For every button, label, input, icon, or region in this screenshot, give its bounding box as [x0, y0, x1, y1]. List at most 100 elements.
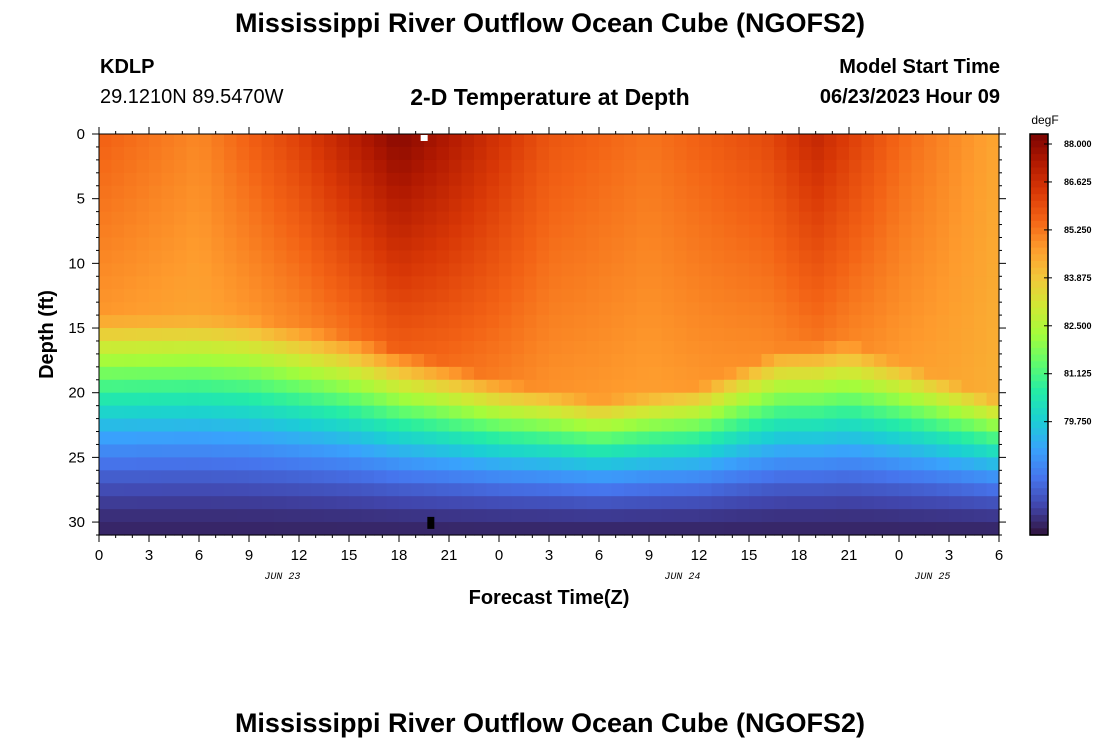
- heatmap-cell: [186, 418, 200, 433]
- heatmap-cell: [574, 470, 588, 484]
- heatmap-cell: [561, 146, 575, 161]
- heatmap-cell: [111, 211, 125, 226]
- heatmap-cell: [374, 431, 388, 446]
- colorbar-segment: [1030, 254, 1048, 262]
- heatmap-cell: [849, 224, 863, 239]
- heatmap-cell: [861, 159, 875, 174]
- heatmap-cell: [174, 418, 188, 433]
- heatmap-cell: [474, 457, 488, 471]
- heatmap-cell: [611, 366, 625, 381]
- heatmap-cell: [549, 392, 563, 407]
- heatmap-cell: [611, 509, 625, 523]
- heatmap-cell: [399, 198, 413, 213]
- heatmap-cell: [811, 134, 825, 148]
- heatmap-cell: [149, 224, 163, 239]
- heatmap-cell: [836, 263, 850, 277]
- colorbar-segment: [1030, 367, 1048, 376]
- heatmap-cell: [536, 172, 550, 187]
- heatmap-cell: [436, 159, 450, 174]
- heatmap-cell: [361, 237, 375, 252]
- heatmap-cell: [536, 276, 550, 290]
- heatmap-cell: [249, 263, 263, 277]
- colorbar-segment: [1030, 341, 1048, 349]
- heatmap-cell: [474, 496, 488, 510]
- heatmap-cell: [974, 315, 988, 329]
- heatmap-cell: [549, 496, 563, 510]
- heatmap-cell: [861, 340, 875, 355]
- heatmap-cell: [449, 405, 463, 420]
- heatmap-cell: [686, 302, 700, 316]
- heatmap-cell: [824, 418, 838, 433]
- heatmap-cell: [424, 379, 438, 394]
- heatmap-cell: [724, 379, 738, 394]
- heatmap-cell: [336, 276, 350, 290]
- heatmap-cell: [524, 159, 538, 174]
- x-tick-label: 6: [595, 547, 603, 564]
- heatmap-cell: [161, 392, 175, 407]
- heatmap-cell: [286, 315, 300, 329]
- heatmap-cell: [161, 340, 175, 355]
- heatmap-cell: [449, 263, 463, 277]
- heatmap-cell: [261, 509, 275, 523]
- heatmap-cell: [811, 224, 825, 239]
- heatmap-cell: [911, 444, 925, 458]
- heatmap-cell: [461, 328, 475, 342]
- heatmap-cell: [824, 328, 838, 342]
- heatmap-cell: [361, 185, 375, 200]
- heatmap-cell: [236, 263, 250, 277]
- heatmap-cell: [686, 431, 700, 446]
- heatmap-cell: [649, 263, 663, 277]
- heatmap-cell: [674, 328, 688, 342]
- heatmap-cell: [949, 263, 963, 277]
- heatmap-cell: [974, 146, 988, 161]
- heatmap-cell: [249, 522, 263, 536]
- heatmap-cell: [399, 328, 413, 342]
- heatmap-cell: [899, 328, 913, 342]
- colorbar-segment: [1030, 174, 1048, 182]
- heatmap-cell: [799, 509, 813, 523]
- heatmap-cell: [986, 444, 1000, 458]
- heatmap-cell: [136, 159, 150, 174]
- heatmap-cell: [149, 470, 163, 484]
- heatmap-cell: [774, 315, 788, 329]
- x-tick-label: 0: [895, 547, 903, 564]
- heatmap-cell: [561, 211, 575, 226]
- heatmap-cell: [774, 392, 788, 407]
- heatmap-cell: [849, 366, 863, 381]
- heatmap-cell: [361, 470, 375, 484]
- heatmap-cell: [186, 496, 200, 510]
- heatmap-cell: [924, 146, 938, 161]
- heatmap-cell: [611, 146, 625, 161]
- heatmap-cell: [674, 431, 688, 446]
- heatmap-cell: [236, 353, 250, 368]
- colorbar-segment: [1030, 314, 1048, 322]
- heatmap-cell: [549, 315, 563, 329]
- heatmap-cell: [724, 172, 738, 187]
- heatmap-cell: [99, 328, 113, 342]
- heatmap-cell: [961, 185, 975, 200]
- heatmap-cell: [386, 302, 400, 316]
- heatmap-cell: [874, 366, 888, 381]
- heatmap-cell: [324, 470, 338, 484]
- heatmap-cell: [511, 289, 525, 303]
- heatmap-cell: [174, 470, 188, 484]
- heatmap-cell: [186, 250, 200, 264]
- heatmap-cell: [824, 198, 838, 213]
- heatmap-cell: [374, 328, 388, 342]
- heatmap-cell: [274, 392, 288, 407]
- heatmap-cell: [124, 340, 138, 355]
- heatmap-cell: [311, 444, 325, 458]
- heatmap-cell: [136, 405, 150, 420]
- heatmap-cell: [661, 302, 675, 316]
- heatmap-cell: [586, 276, 600, 290]
- heatmap-cell: [811, 276, 825, 290]
- heatmap-cell: [649, 522, 663, 536]
- heatmap-cell: [961, 237, 975, 252]
- heatmap-cell: [986, 379, 1000, 394]
- heatmap-cell: [636, 353, 650, 368]
- heatmap-cell: [286, 366, 300, 381]
- heatmap-cell: [336, 340, 350, 355]
- colorbar-segment: [1030, 294, 1048, 302]
- heatmap-cell: [736, 444, 750, 458]
- heatmap-cell: [574, 366, 588, 381]
